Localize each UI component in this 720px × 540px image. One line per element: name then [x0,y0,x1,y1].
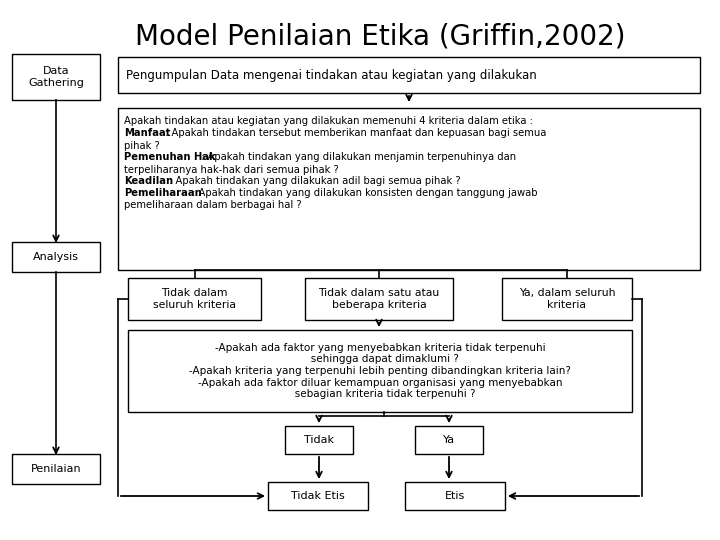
Text: Etis: Etis [445,491,465,501]
Text: Penilaian: Penilaian [31,464,81,474]
Bar [128,278,261,320]
Text: : Apakah tindakan tersebut memberikan manfaat dan kepuasan bagi semua: : Apakah tindakan tersebut memberikan ma… [162,129,546,138]
Text: -Apakah ada faktor yang menyebabkan kriteria tidak terpenuhi
   sehingga dapat d: -Apakah ada faktor yang menyebabkan krit… [189,343,571,399]
Text: Pemeliharaan: Pemeliharaan [124,188,202,198]
Text: Pengumpulan Data mengenai tindakan atau kegiatan yang dilakukan: Pengumpulan Data mengenai tindakan atau … [126,69,536,82]
Bar [405,482,505,510]
Text: Manfaat: Manfaat [124,129,171,138]
Text: Ya, dalam seluruh
kriteria: Ya, dalam seluruh kriteria [518,288,616,310]
Text: : Apakah tindakan yang dilakukan menjamin terpenuhinya dan: : Apakah tindakan yang dilakukan menjami… [198,152,516,163]
Text: Tidak: Tidak [304,435,334,445]
Text: Keadilan: Keadilan [124,177,173,186]
Text: : Apakah tindakan yang dilakukan adil bagi semua pihak ?: : Apakah tindakan yang dilakukan adil ba… [166,177,461,186]
Text: pihak ?: pihak ? [124,141,160,151]
Text: Apakah tindakan atau kegiatan yang dilakukan memenuhi 4 kriteria dalam etika :: Apakah tindakan atau kegiatan yang dilak… [124,116,533,126]
Text: Tidak dalam
seluruh kriteria: Tidak dalam seluruh kriteria [153,288,236,310]
Bar [118,108,700,270]
Bar [128,330,632,412]
Text: Ya: Ya [443,435,455,445]
Bar [502,278,632,320]
Bar [415,426,483,454]
Bar [285,426,353,454]
Text: Model Penilaian Etika (Griffin,2002): Model Penilaian Etika (Griffin,2002) [135,22,625,50]
Bar [305,278,453,320]
Text: Tidak Etis: Tidak Etis [291,491,345,501]
Text: Tidak dalam satu atau
beberapa kriteria: Tidak dalam satu atau beberapa kriteria [318,288,440,310]
Text: pemeliharaan dalam berbagai hal ?: pemeliharaan dalam berbagai hal ? [124,200,302,211]
Text: terpeliharanya hak-hak dari semua pihak ?: terpeliharanya hak-hak dari semua pihak … [124,165,338,175]
Bar [12,454,100,484]
Text: Data
Gathering: Data Gathering [28,66,84,88]
Bar [118,57,700,93]
Bar [12,242,100,272]
Bar [268,482,368,510]
Bar [12,54,100,100]
Text: : Apakah tindakan yang dilakukan konsisten dengan tanggung jawab: : Apakah tindakan yang dilakukan konsist… [189,188,538,198]
Text: Pemenuhan Hak: Pemenuhan Hak [124,152,216,163]
Text: Analysis: Analysis [33,252,79,262]
